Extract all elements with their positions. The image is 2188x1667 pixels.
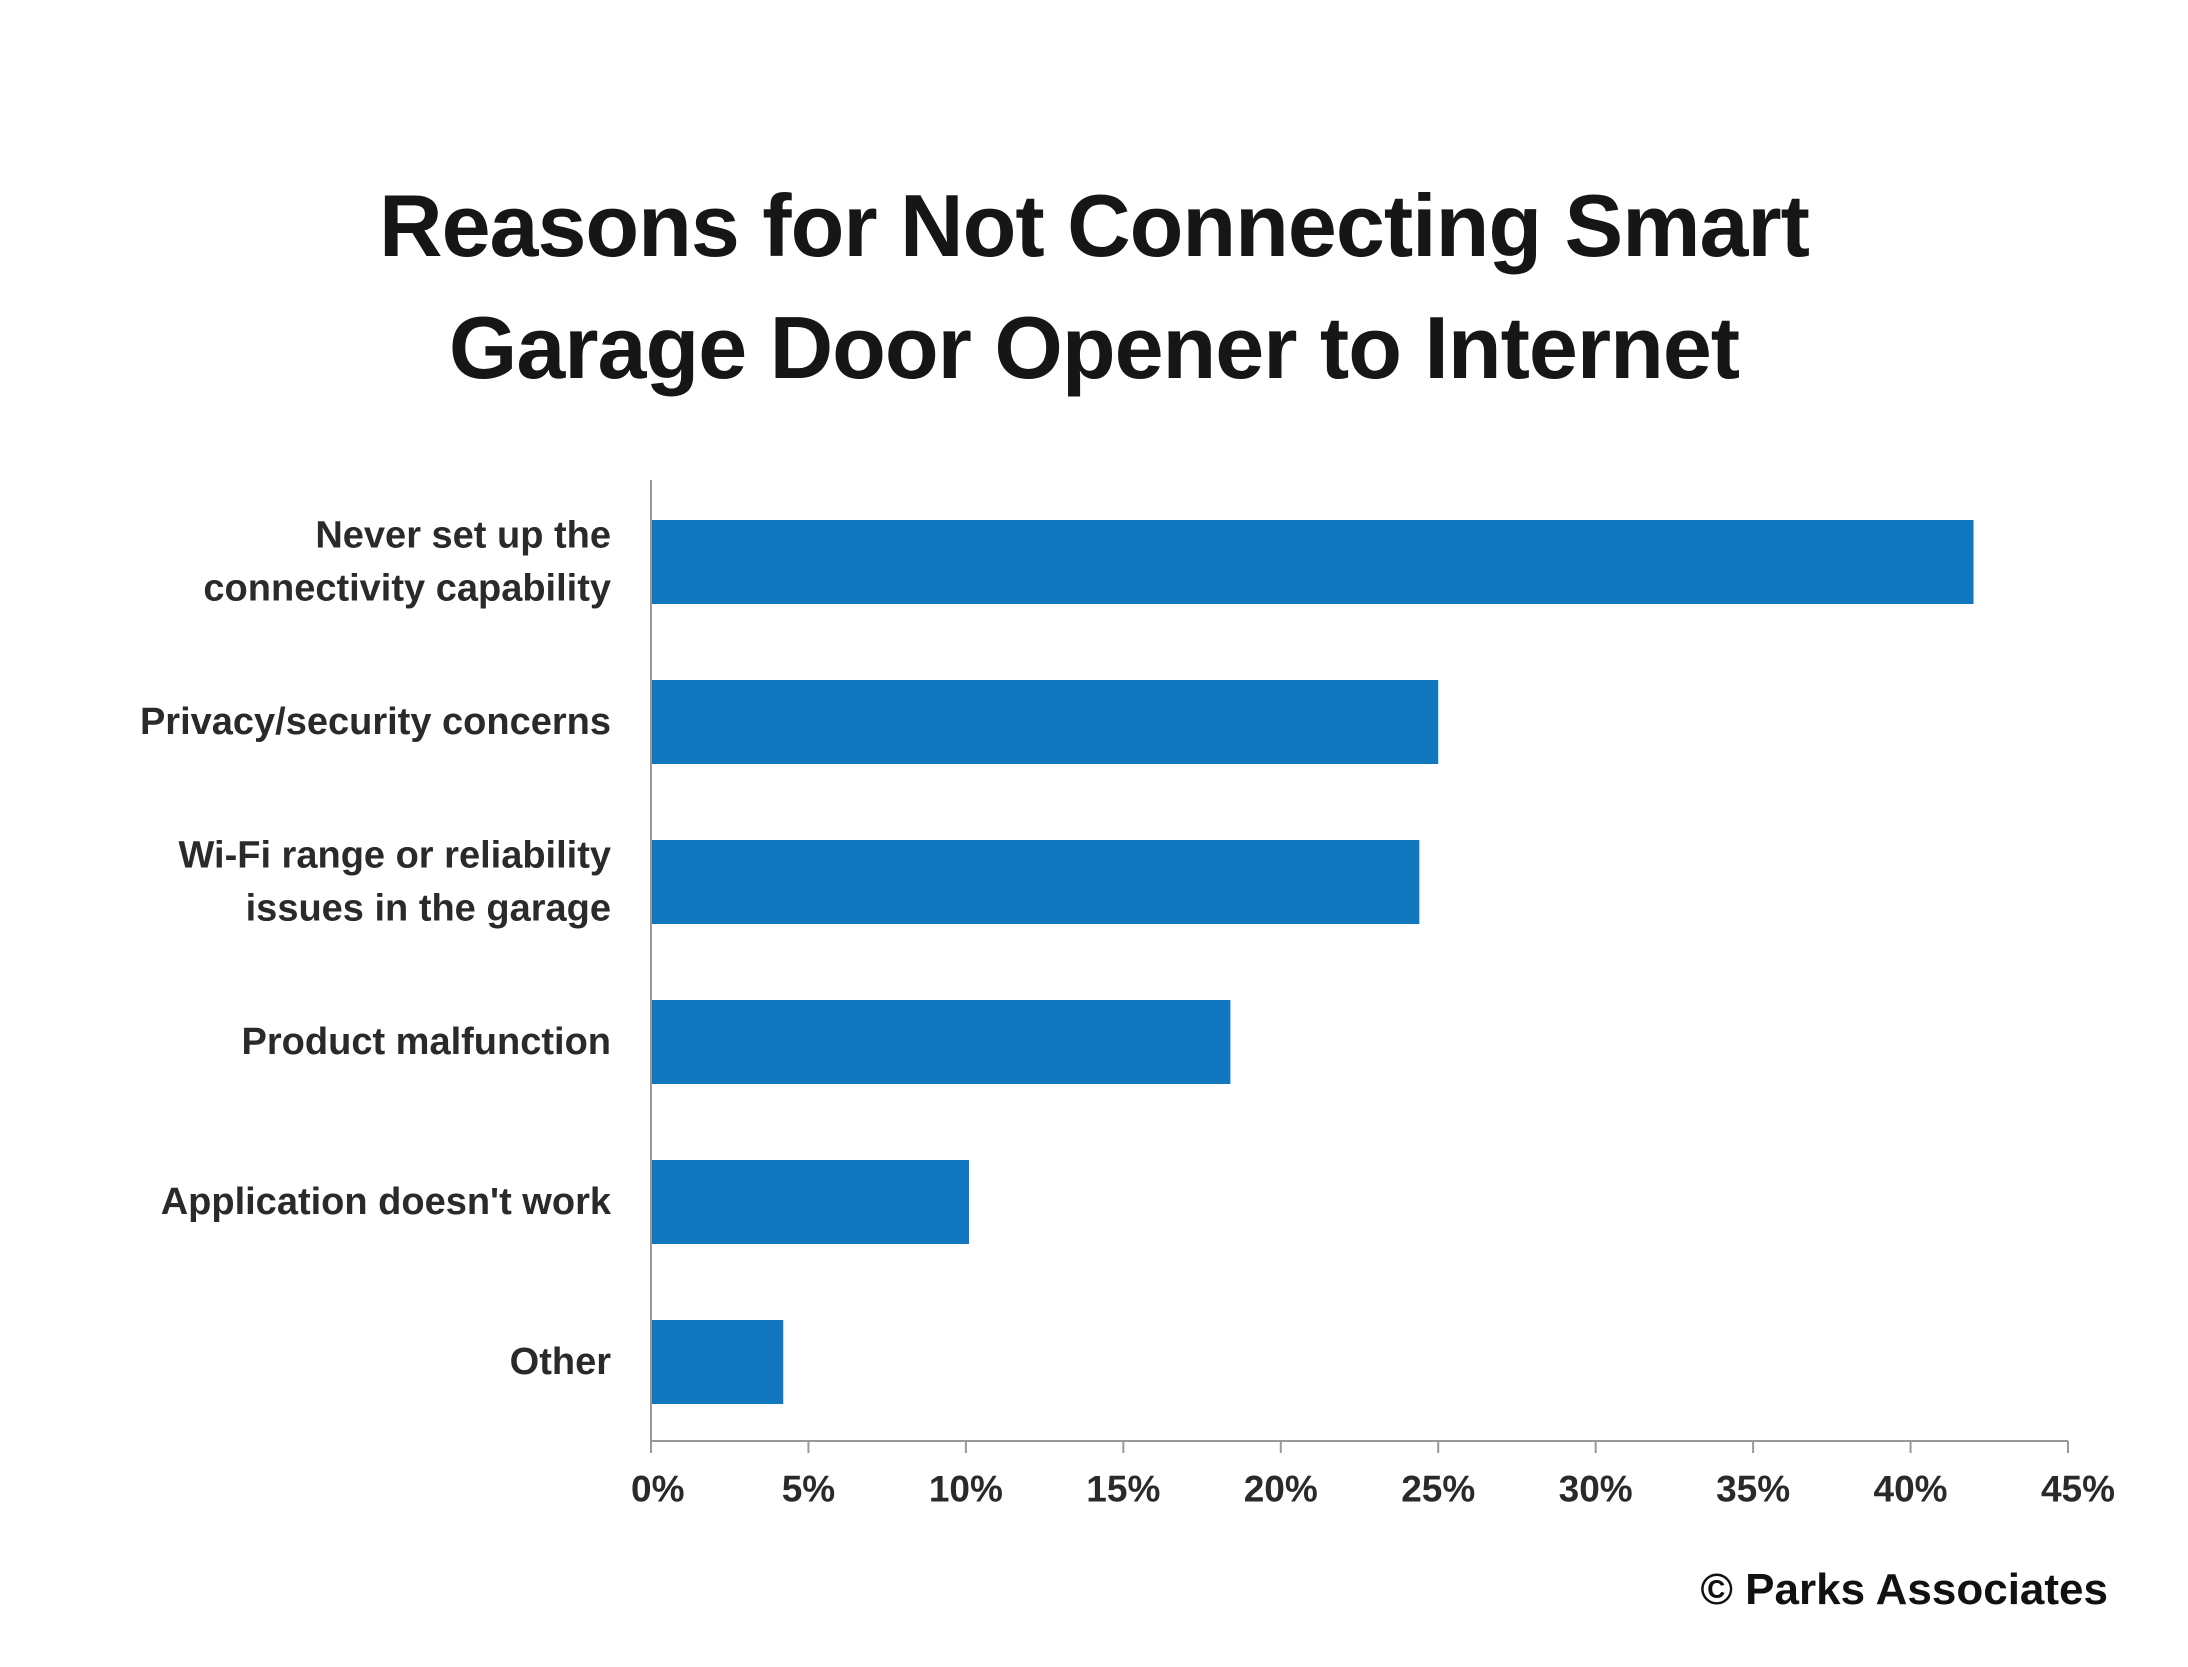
x-tick-label-8: 40% [1874, 1469, 1948, 1510]
x-tick-label-3: 15% [1086, 1469, 1160, 1510]
category-label-3: Product malfunction [242, 1021, 611, 1063]
x-tick-label-9: 45% [2041, 1469, 2115, 1510]
category-label-2-line-1: issues in the garage [246, 888, 611, 930]
chart-title-line-2: Garage Door Opener to Internet [448, 298, 1740, 397]
category-label-2-line-0: Wi-Fi range or reliability [178, 835, 611, 877]
x-tick-label-7: 35% [1716, 1469, 1790, 1510]
x-tick-label-0: 0% [631, 1469, 684, 1510]
bar-1 [651, 680, 1439, 764]
category-label-1: Privacy/security concerns [140, 701, 611, 743]
bar-3 [651, 1000, 1231, 1084]
x-tick-label-4: 20% [1244, 1469, 1318, 1510]
category-label-5: Other [510, 1341, 612, 1383]
x-tick-label-2: 10% [929, 1469, 1003, 1510]
category-labels: Never set up the connectivity capability P… [140, 515, 612, 1384]
x-axis-ticks: 0% 5% 10% 15% 20% 25% 30% 35% 40% 45% [631, 1441, 2115, 1510]
axes [650, 480, 2068, 1442]
x-tick-label-5: 25% [1401, 1469, 1475, 1510]
x-tick-label-6: 30% [1559, 1469, 1633, 1510]
copyright-notice: © Parks Associates [1700, 1565, 2108, 1614]
chart-title: Reasons for Not Connecting Smart Garage … [0, 165, 2188, 409]
bar-5 [651, 1320, 784, 1404]
bar-0 [651, 520, 1974, 604]
category-label-0-line-1: connectivity capability [203, 568, 611, 610]
bar-2 [651, 840, 1420, 924]
category-label-4: Application doesn't work [161, 1181, 612, 1223]
bar-4 [651, 1160, 970, 1244]
chart-title-line-1: Reasons for Not Connecting Smart [379, 176, 1810, 275]
category-label-0-line-0: Never set up the [315, 515, 611, 557]
x-tick-label-1: 5% [782, 1469, 835, 1510]
bars [651, 520, 1974, 1404]
